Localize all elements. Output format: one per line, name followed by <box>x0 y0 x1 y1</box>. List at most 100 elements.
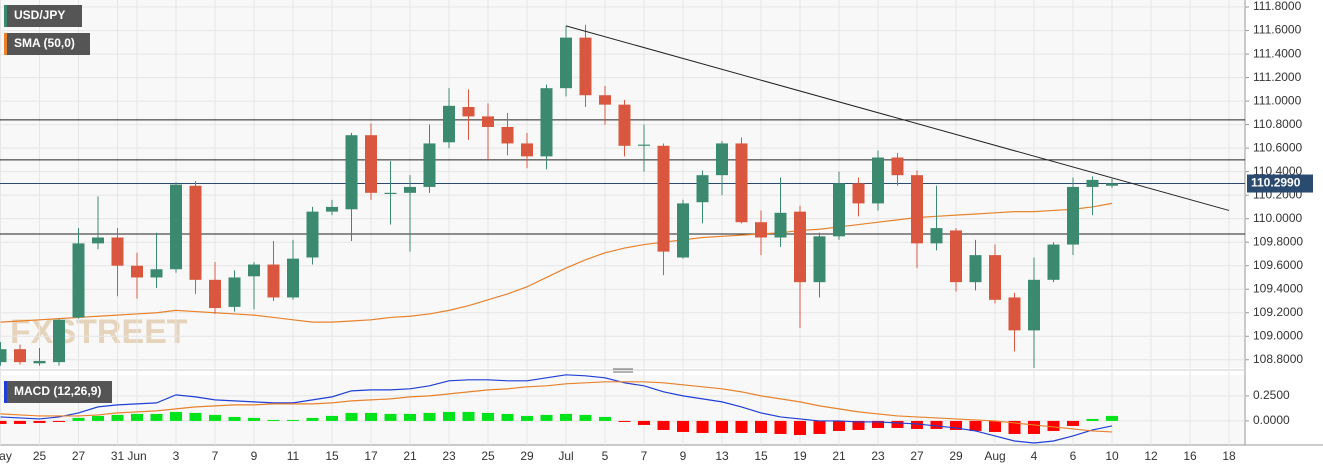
x-tick-label: 25 <box>481 449 495 463</box>
candle-body <box>657 145 670 252</box>
candle-body <box>209 279 221 309</box>
histogram-bar <box>579 414 592 421</box>
x-tick-label: May <box>0 449 12 463</box>
histogram-bar <box>696 420 709 433</box>
histogram-bar <box>14 420 26 424</box>
candle-body <box>599 95 611 105</box>
y-tick-label: 111.4000 <box>1253 46 1302 60</box>
legend-swatch <box>4 5 7 27</box>
histogram-bar <box>677 420 689 432</box>
x-tick-label: 4 <box>1031 449 1038 463</box>
x-tick-label: 12 <box>1144 449 1158 463</box>
histogram-bar <box>482 412 494 421</box>
candle-body <box>248 264 260 277</box>
x-tick-label: 21 <box>832 449 846 463</box>
legend-box <box>4 5 82 27</box>
legend-label: USD/JPY <box>14 8 65 22</box>
x-tick-label: 25 <box>33 449 47 463</box>
histogram-bar <box>989 420 1001 432</box>
last-price-label: 110.2990 <box>1251 176 1301 190</box>
candle-body <box>989 255 1001 300</box>
histogram-bar <box>131 413 143 421</box>
histogram-bar <box>930 420 943 429</box>
x-tick-label: 5 <box>602 449 609 463</box>
y-tick-label: 109.2000 <box>1253 305 1303 319</box>
candle-body <box>1047 244 1060 280</box>
x-tick-label: 9 <box>680 449 687 463</box>
candle-body <box>618 104 631 146</box>
sma-line <box>0 202 1113 323</box>
x-tick-label: 9 <box>251 449 258 463</box>
histogram-bar <box>209 414 221 421</box>
histogram-bar <box>72 417 85 421</box>
histogram-bar <box>267 419 280 421</box>
histogram-bar <box>618 420 631 422</box>
x-tick-label: 6 <box>1070 449 1077 463</box>
x-tick-label: Aug <box>984 449 1005 463</box>
x-tick-label: 7 <box>641 449 648 463</box>
candle-body <box>189 185 202 280</box>
histogram-bar <box>1086 418 1099 421</box>
x-tick-label: 27 <box>910 449 924 463</box>
y-tick-label: 109.4000 <box>1253 281 1303 295</box>
histogram-bar <box>501 413 514 421</box>
x-tick-label: 7 <box>212 449 219 463</box>
x-tick-label: 31 <box>111 449 125 463</box>
histogram-bar <box>755 420 767 433</box>
candle-body <box>326 206 338 212</box>
x-tick-label: 13 <box>715 449 729 463</box>
legend-swatch <box>4 33 7 55</box>
histogram-bar <box>462 411 475 421</box>
last-price-box <box>1247 174 1313 193</box>
histogram-bar <box>92 415 104 421</box>
y-tick-label: 108.8000 <box>1253 352 1303 366</box>
candle-body <box>1008 297 1021 331</box>
histogram-bar <box>1008 420 1021 434</box>
histogram-bar <box>560 413 572 421</box>
macd-line <box>0 381 1113 433</box>
histogram-bar <box>1028 420 1040 434</box>
x-tick-label: 3 <box>173 449 180 463</box>
candle-body <box>1086 179 1099 187</box>
candle-body <box>267 264 280 298</box>
histogram-bar <box>326 415 338 421</box>
histogram-bar <box>189 412 202 421</box>
candle-body <box>872 157 884 204</box>
histogram-bar <box>540 414 553 421</box>
x-tick-label: 15 <box>754 449 768 463</box>
y-tick-label: 111.2000 <box>1253 70 1302 84</box>
x-tick-label: Jul <box>558 449 573 463</box>
candle-body <box>306 211 319 258</box>
histogram-bar <box>794 420 806 435</box>
histogram-bar <box>891 420 904 428</box>
candle-body <box>755 222 767 238</box>
watermark: FXSTREET <box>10 313 188 351</box>
y-tick-label: 0.2500 <box>1253 388 1290 402</box>
candle-body <box>131 265 143 278</box>
histogram-bar <box>950 420 962 430</box>
candle-body <box>852 183 865 204</box>
candle-body <box>774 212 787 238</box>
macd-line <box>0 374 1113 444</box>
y-tick-label: 111.6000 <box>1253 23 1302 37</box>
candle-body <box>579 37 592 96</box>
legend-box <box>4 33 90 55</box>
histogram-bar <box>521 415 533 421</box>
histogram-bar <box>423 412 436 421</box>
histogram-bar <box>716 420 728 433</box>
trendline <box>565 25 1230 211</box>
candle-body <box>813 236 826 283</box>
candle-body <box>696 175 709 203</box>
x-tick-label: 23 <box>871 449 885 463</box>
histogram-bar <box>872 420 884 428</box>
histogram-bar <box>735 420 748 433</box>
x-tick-label: Jun <box>127 449 146 463</box>
histogram-bar <box>53 420 65 422</box>
candle-body <box>891 157 904 176</box>
candle-body <box>911 175 923 244</box>
x-tick-label: 16 <box>1183 449 1197 463</box>
candle-body <box>540 88 553 157</box>
histogram-bar <box>170 411 182 421</box>
histogram-bar <box>248 417 260 421</box>
